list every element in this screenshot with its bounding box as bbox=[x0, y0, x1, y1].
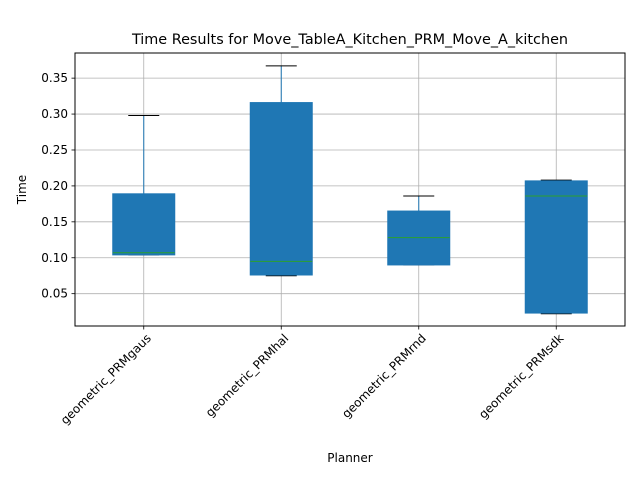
x-tick-label: geometric_PRMgaus bbox=[58, 331, 154, 427]
x-tick-label: geometric_PRMrnd bbox=[339, 331, 429, 421]
y-tick-label: 0.30 bbox=[41, 107, 68, 121]
box-geometric_PRMsdk bbox=[524, 179, 588, 315]
plot-frame bbox=[74, 52, 626, 327]
box-iqr bbox=[112, 193, 176, 256]
y-tick-label: 0.15 bbox=[41, 215, 68, 229]
x-tick-label: geometric_PRMsdk bbox=[476, 331, 566, 421]
box-geometric_PRMhal bbox=[249, 65, 313, 277]
chart-title: Time Results for Move_TableA_Kitchen_PRM… bbox=[131, 32, 568, 48]
y-tick-label: 0.10 bbox=[41, 251, 68, 265]
y-tick-label: 0.35 bbox=[41, 71, 68, 85]
x-axis-label: Planner bbox=[327, 451, 373, 465]
box-iqr bbox=[524, 180, 588, 314]
y-axis-label: Time bbox=[15, 175, 29, 205]
x-axis-ticks: geometric_PRMgaus geometric_PRMhal geometr… bbox=[58, 326, 566, 427]
box-geometric_PRMrnd bbox=[387, 195, 451, 266]
boxes bbox=[112, 65, 588, 315]
y-tick-label: 0.05 bbox=[41, 287, 68, 301]
x-tick-label: geometric_PRMhal bbox=[203, 331, 292, 420]
box-iqr bbox=[249, 102, 313, 276]
y-tick-label: 0.25 bbox=[41, 143, 68, 157]
box-geometric_PRMgaus bbox=[112, 115, 176, 256]
y-tick-label: 0.20 bbox=[41, 179, 68, 193]
y-axis-ticks: 0.05 0.10 0.15 0.20 0.25 0.30 0.35 bbox=[41, 71, 75, 301]
